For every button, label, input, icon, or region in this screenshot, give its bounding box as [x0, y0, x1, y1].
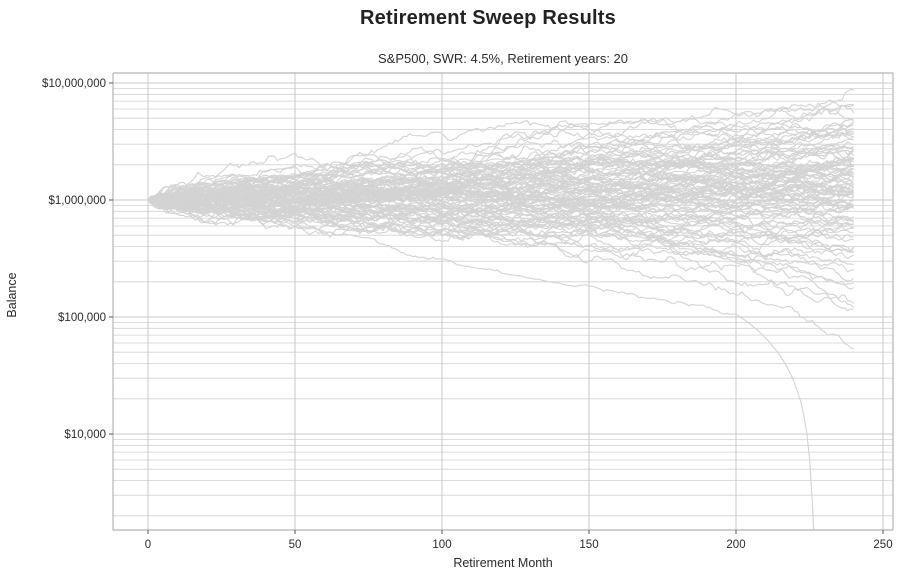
simulation-path: [147, 186, 854, 233]
simulation-path: [147, 144, 854, 201]
simulation-path: [147, 198, 854, 290]
simulation-path: [147, 194, 854, 224]
simulation-path: [147, 163, 854, 210]
simulation-path: [147, 150, 855, 210]
simulation-path: [147, 147, 854, 203]
x-tick-label: 50: [289, 539, 302, 551]
x-axis-label: Retirement Month: [453, 556, 553, 570]
x-gridlines: [147, 73, 884, 530]
simulation-path: [147, 88, 854, 203]
simulation-path: [147, 125, 854, 201]
y-tick-label: $10,000,000: [42, 78, 106, 90]
simulation-path: [147, 198, 855, 308]
simulation-path: [147, 197, 854, 240]
x-tick-label: 250: [873, 539, 892, 551]
simulation-path: [147, 199, 855, 236]
x-tick-label: 200: [726, 539, 745, 551]
simulation-path: [147, 196, 854, 236]
simulation-path: [147, 172, 854, 214]
x-tick-label: 100: [432, 539, 451, 551]
x-tick-label: 150: [579, 539, 598, 551]
y-tick-label: $100,000: [58, 312, 106, 324]
x-tick-label: 0: [145, 539, 151, 551]
simulation-path: [147, 199, 854, 260]
simulation-path: [147, 99, 855, 207]
y-axis-label: Balance: [5, 272, 19, 318]
simulation-path: [147, 120, 854, 203]
simulation-path: [147, 156, 854, 207]
axis-spines: [112, 72, 894, 531]
simulation-path: [147, 190, 854, 235]
simulation-path: [147, 103, 854, 206]
simulation-path: [147, 143, 854, 203]
simulation-path: [147, 199, 815, 530]
y-tick-label: $10,000: [64, 429, 106, 441]
chart-subtitle: S&P500, SWR: 4.5%, Retirement years: 20: [378, 51, 628, 66]
simulation-paths: [147, 88, 855, 530]
simulation-path: [147, 150, 854, 201]
tick-marks: [109, 82, 884, 534]
simulation-path: [147, 179, 854, 218]
chart-title: Retirement Sweep Results: [360, 7, 616, 29]
simulation-path: [147, 180, 854, 210]
simulation-path: [147, 199, 854, 286]
y-tick-label: $1,000,000: [48, 195, 106, 207]
